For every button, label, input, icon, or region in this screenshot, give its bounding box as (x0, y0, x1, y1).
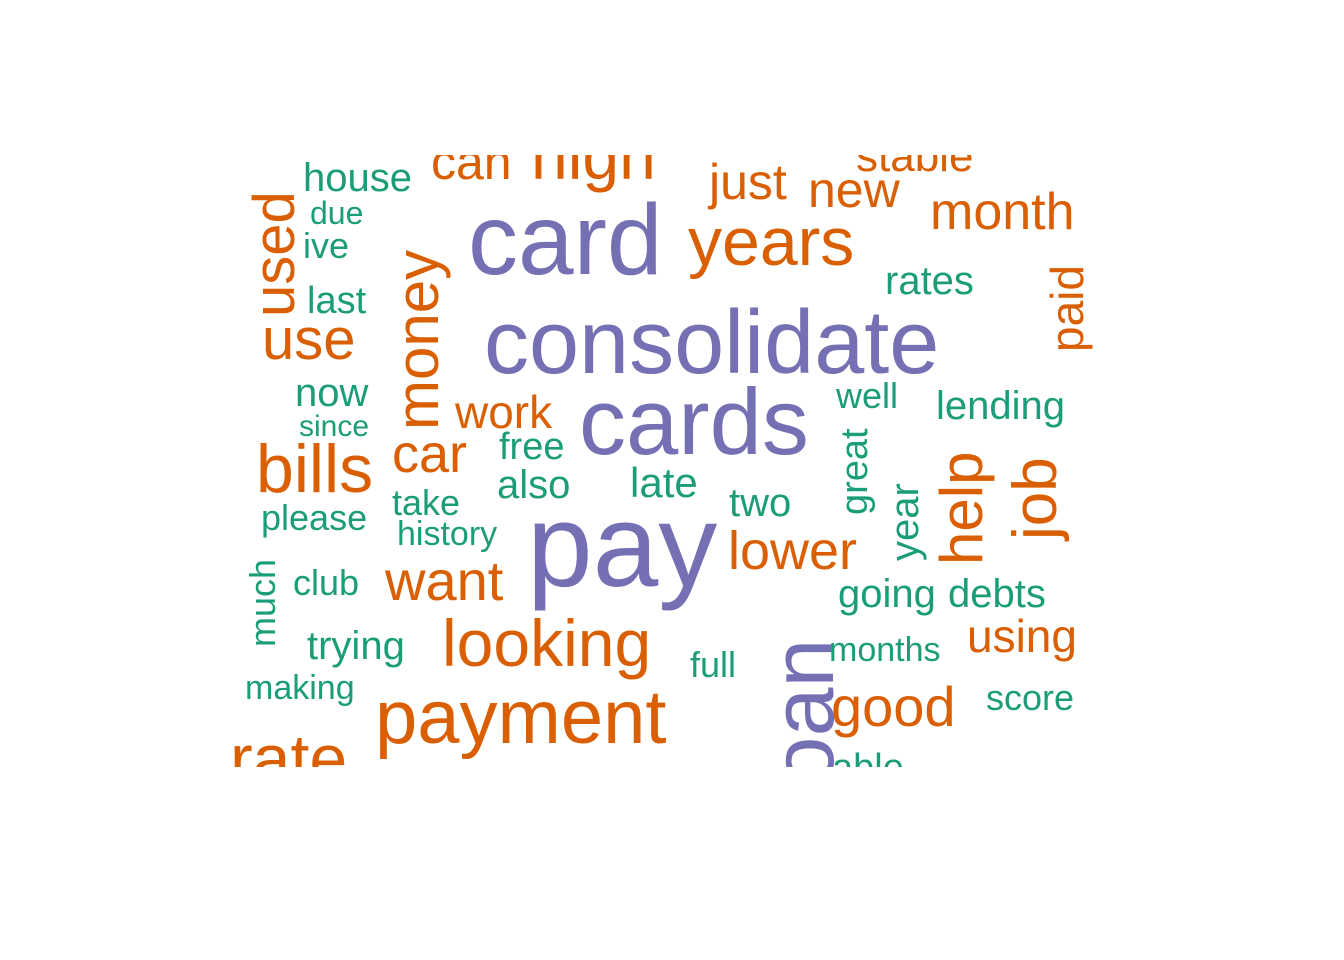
word-high: high (531, 155, 656, 193)
word-going: going (838, 572, 936, 616)
word-able: able (832, 749, 904, 767)
word-job: job (1001, 457, 1070, 540)
word-lower: lower (728, 521, 858, 581)
word-used: used (242, 191, 307, 317)
word-years: years (688, 204, 855, 280)
word-can: can (431, 155, 512, 190)
word-want: want (385, 549, 504, 612)
word-trying: trying (307, 624, 405, 668)
word-please: please (261, 497, 368, 538)
word-also: also (497, 463, 571, 507)
word-due: due (310, 195, 364, 231)
word-club: club (293, 562, 360, 603)
word-pay: pay (527, 480, 718, 612)
word-full: full (690, 644, 737, 685)
word-month: month (930, 183, 1075, 241)
word-months: months (829, 631, 941, 669)
word-making: making (245, 669, 355, 707)
word-money: money (384, 249, 451, 430)
word-rate: rate (230, 721, 348, 767)
word-free: free (499, 426, 565, 468)
word-much: much (242, 558, 283, 647)
word-bills: bills (256, 431, 374, 507)
word-last: last (307, 280, 367, 322)
word-car: car (392, 424, 468, 484)
word-consolidate: consolidate (484, 293, 940, 393)
word-since: since (299, 410, 370, 443)
word-work: work (455, 386, 553, 438)
word-house: house (303, 156, 412, 200)
word-just: just (709, 155, 787, 210)
word-use: use (262, 307, 356, 372)
word-great: great (834, 428, 876, 515)
word-well: well (836, 375, 899, 416)
word-late: late (630, 459, 698, 506)
word-history: history (397, 515, 498, 553)
word-ive: ive (303, 225, 350, 266)
word-take: take (392, 482, 461, 523)
word-now: now (295, 371, 369, 415)
word-cards: cards (579, 369, 809, 474)
word-cloud: consolidate pay card cards loan payment … (226, 155, 1096, 767)
word-good: good (831, 675, 956, 738)
word-new: new (808, 162, 900, 218)
word-stable: stable (856, 155, 974, 181)
word-payment: payment (375, 675, 667, 760)
word-score: score (986, 677, 1075, 718)
word-debts: debts (948, 572, 1046, 616)
word-year: year (883, 483, 927, 561)
word-using: using (967, 610, 1077, 662)
word-card: card (468, 184, 663, 296)
word-lending: lending (936, 384, 1066, 428)
word-help: help (928, 451, 995, 565)
word-rates: rates (885, 259, 974, 303)
word-paid: paid (1041, 265, 1093, 352)
word-looking: looking (442, 606, 652, 680)
word-two: two (729, 481, 792, 525)
